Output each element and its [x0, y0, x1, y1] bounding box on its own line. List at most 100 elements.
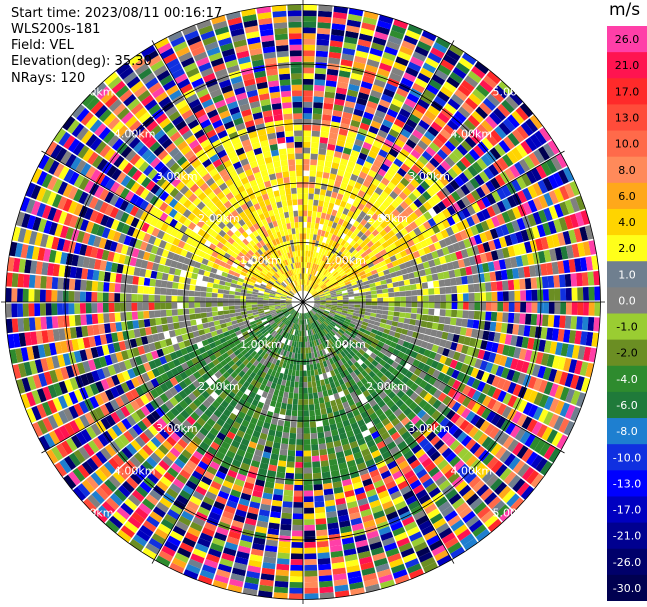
- velocity-cell: [386, 399, 395, 409]
- velocity-cell: [328, 313, 335, 318]
- velocity-cell: [447, 119, 459, 132]
- velocity-cell: [386, 334, 394, 342]
- velocity-cell: [393, 286, 400, 292]
- velocity-cell: [188, 290, 195, 297]
- velocity-cell: [296, 444, 303, 451]
- velocity-cell: [546, 354, 555, 368]
- velocity-cell: [529, 325, 537, 338]
- velocity-cell: [437, 459, 449, 471]
- velocity-cell: [485, 115, 498, 129]
- velocity-cell: [511, 110, 525, 125]
- velocity-cell: [452, 132, 464, 144]
- velocity-cell: [309, 239, 313, 246]
- velocity-cell: [418, 399, 428, 409]
- velocity-cell: [575, 376, 585, 391]
- velocity-cell: [305, 273, 308, 280]
- velocity-cell: [400, 393, 410, 403]
- velocity-cell: [103, 271, 111, 282]
- velocity-cell: [313, 398, 320, 405]
- velocity-cell: [287, 455, 295, 462]
- velocity-cell: [417, 72, 431, 84]
- velocity-cell: [373, 321, 381, 327]
- velocity-cell: [410, 178, 420, 189]
- velocity-cell: [507, 382, 517, 394]
- velocity-cell: [495, 270, 502, 281]
- velocity-cell: [335, 275, 342, 280]
- velocity-cell: [504, 234, 513, 247]
- velocity-cell: [296, 439, 303, 445]
- velocity-cell: [323, 262, 328, 269]
- velocity-cell: [394, 252, 403, 260]
- velocity-cell: [319, 281, 325, 287]
- velocity-cell: [390, 431, 401, 441]
- velocity-cell: [412, 464, 424, 475]
- velocity-cell: [326, 333, 332, 339]
- velocity-cell: [304, 507, 315, 514]
- velocity-cell: [401, 384, 410, 394]
- velocity-cell: [356, 97, 368, 106]
- velocity-cell: [310, 268, 314, 275]
- velocity-cell: [320, 125, 330, 133]
- velocity-cell: [304, 262, 307, 268]
- velocity-cell: [353, 307, 360, 311]
- velocity-cell: [331, 298, 338, 301]
- velocity-cell: [319, 274, 325, 280]
- velocity-cell: [489, 271, 497, 282]
- velocity-cell: [516, 445, 529, 459]
- velocity-cell: [337, 338, 344, 345]
- velocity-cell: [202, 322, 210, 329]
- velocity-cell: [277, 466, 286, 473]
- velocity-cell: [468, 310, 475, 319]
- velocity-cell: [317, 326, 322, 332]
- velocity-cell: [443, 81, 457, 93]
- velocity-cell: [376, 309, 383, 315]
- velocity-cell: [395, 364, 404, 373]
- velocity-cell: [354, 304, 361, 308]
- velocity-cell: [375, 285, 382, 290]
- velocity-cell: [349, 78, 362, 87]
- velocity-cell: [358, 33, 373, 42]
- velocity-cell: [332, 336, 338, 342]
- velocity-cell: [457, 463, 469, 476]
- velocity-cell: [306, 273, 309, 280]
- velocity-cell: [558, 418, 570, 434]
- velocity-cell: [515, 231, 524, 244]
- velocity-cell: [275, 569, 289, 577]
- velocity-cell: [433, 439, 445, 451]
- velocity-cell: [340, 326, 347, 332]
- velocity-cell: [411, 296, 418, 302]
- velocity-cell: [325, 306, 331, 310]
- velocity-cell: [325, 155, 334, 162]
- velocity-cell: [431, 410, 441, 420]
- velocity-cell: [277, 552, 290, 560]
- velocity-cell: [486, 193, 497, 205]
- velocity-cell: [91, 313, 99, 325]
- velocity-cell: [115, 322, 123, 332]
- velocity-cell: [401, 328, 408, 335]
- velocity-cell: [440, 302, 446, 309]
- velocity-cell: [391, 395, 401, 404]
- velocity-cell: [171, 288, 178, 296]
- velocity-cell: [511, 179, 522, 192]
- velocity-cell: [463, 538, 478, 551]
- velocity-cell: [417, 194, 427, 205]
- velocity-cell: [444, 140, 456, 152]
- velocity-cell: [405, 302, 412, 308]
- velocity-cell: [424, 110, 437, 121]
- velocity-cell: [321, 268, 327, 275]
- velocity-cell: [377, 305, 383, 310]
- velocity-cell: [315, 56, 328, 63]
- velocity-cell: [319, 317, 325, 323]
- velocity-cell: [371, 294, 378, 298]
- velocity-cell: [405, 296, 412, 302]
- velocity-cell: [533, 149, 545, 164]
- velocity-cell: [456, 431, 468, 443]
- velocity-cell: [465, 181, 476, 193]
- velocity-cell: [414, 217, 423, 227]
- velocity-cell: [353, 228, 361, 235]
- velocity-cell: [409, 459, 421, 470]
- velocity-cell: [454, 110, 467, 123]
- velocity-cell: [445, 183, 456, 194]
- velocity-cell: [433, 455, 445, 466]
- velocity-cell: [310, 159, 318, 166]
